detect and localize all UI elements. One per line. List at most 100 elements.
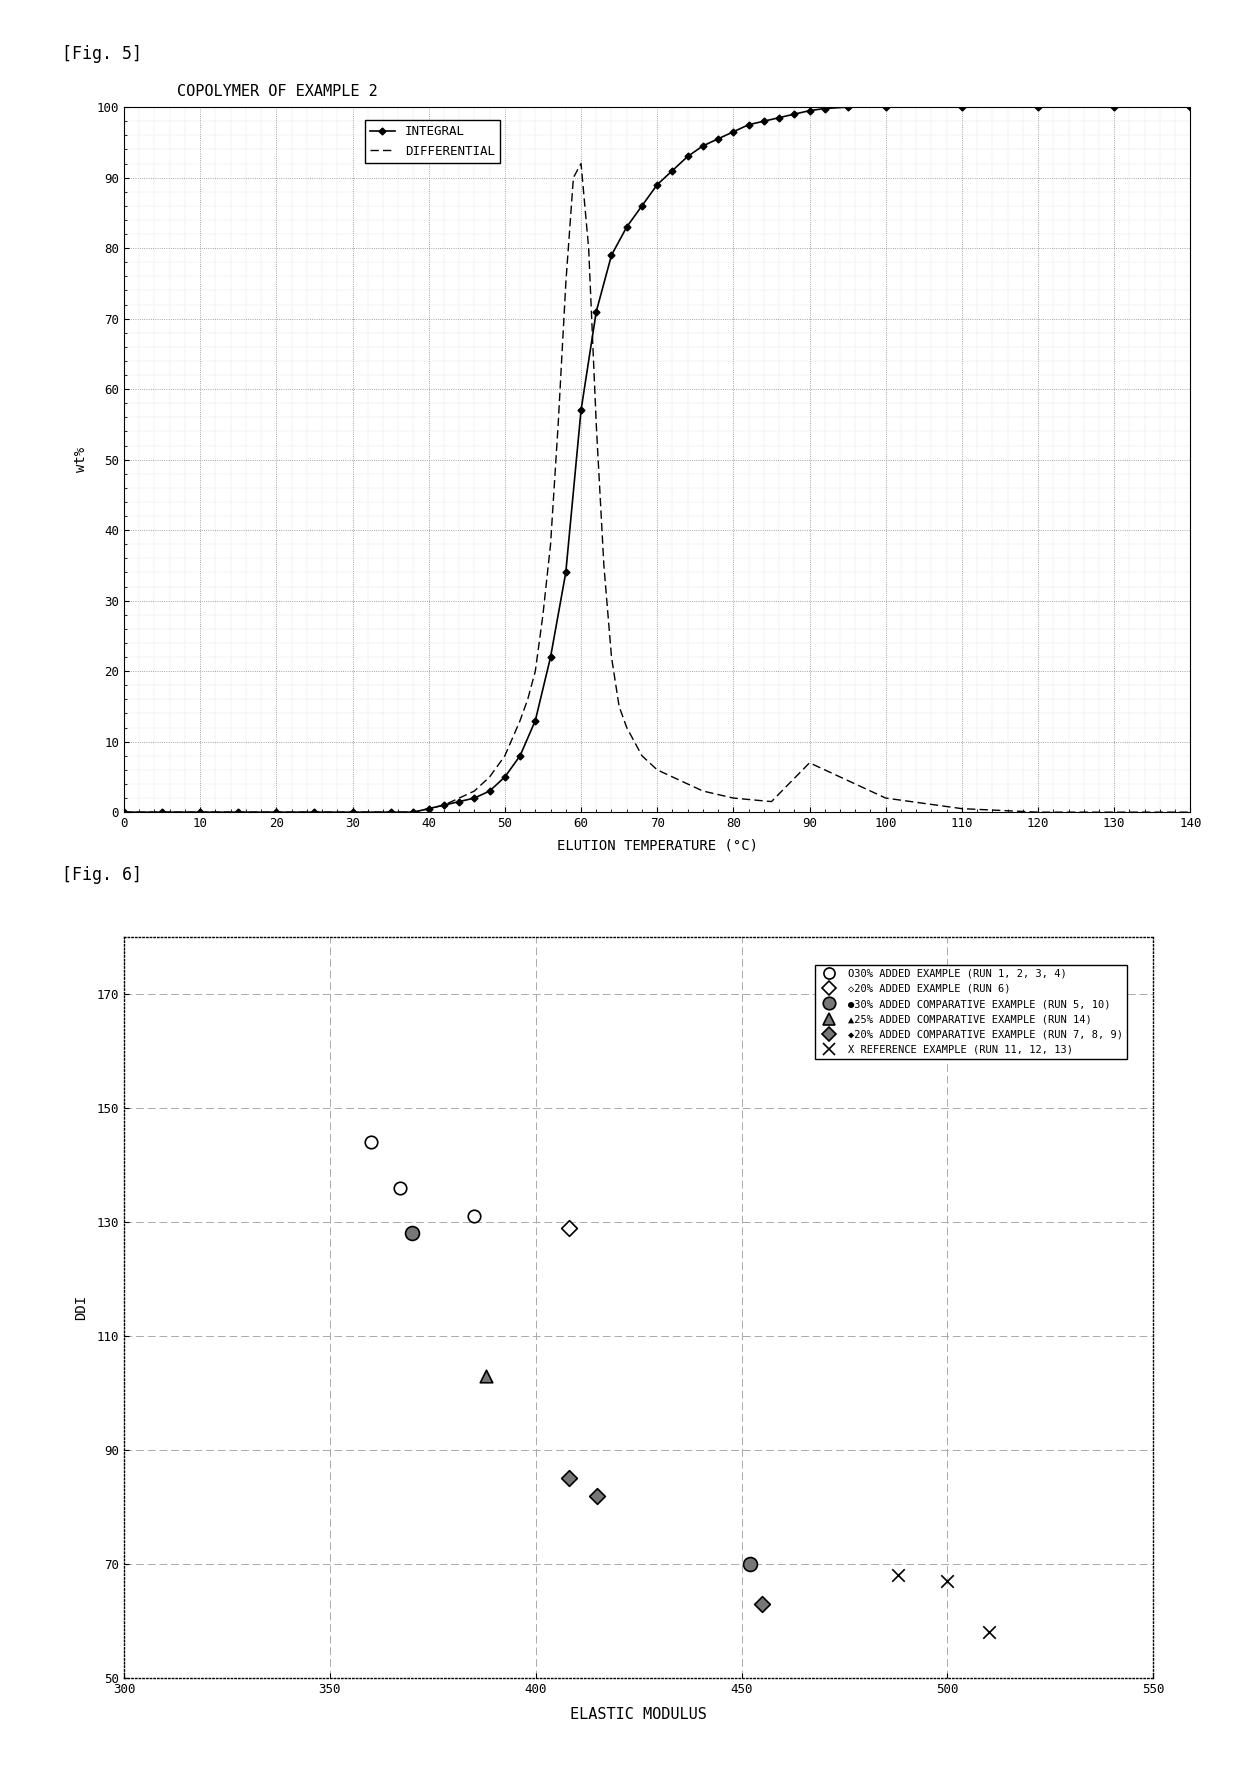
DIFFERENTIAL [878,787,893,809]
DIFFERENTIAL [543,534,558,555]
Point [937,1567,957,1596]
INTEGRAL [497,766,512,787]
INTEGRAL [1030,96,1045,118]
INTEGRAL [558,562,573,584]
INTEGRAL [878,96,893,118]
DIFFERENTIAL [802,751,817,773]
DIFFERENTIAL [528,660,543,682]
Y-axis label: DDI: DDI [74,1294,88,1321]
INTEGRAL [725,121,740,143]
Point [402,1219,422,1248]
INTEGRAL [192,801,207,823]
DIFFERENTIAL [681,773,696,794]
DIFFERENTIAL [536,603,551,625]
INTEGRAL [742,114,756,136]
Point [476,1362,496,1391]
Point [888,1562,908,1590]
X-axis label: ELUTION TEMPERATURE (°C): ELUTION TEMPERATURE (°C) [557,839,758,853]
DIFFERENTIAL [436,794,451,816]
INTEGRAL [604,245,619,266]
DIFFERENTIAL [696,780,711,801]
INTEGRAL [817,98,832,120]
Point [361,1128,381,1157]
DIFFERENTIAL [725,787,740,809]
DIFFERENTIAL [565,166,580,187]
INTEGRAL [1183,96,1198,118]
Point [753,1590,773,1617]
INTEGRAL [619,216,634,237]
DIFFERENTIAL [611,696,626,718]
INTEGRAL [802,100,817,121]
DIFFERENTIAL [574,154,589,175]
INTEGRAL [543,646,558,668]
INTEGRAL [589,302,604,323]
INTEGRAL [665,161,680,182]
INTEGRAL [269,801,284,823]
DIFFERENTIAL [1107,801,1122,823]
DIFFERENTIAL [422,798,436,819]
INTEGRAL [451,791,466,812]
Text: [Fig. 5]: [Fig. 5] [62,45,143,62]
DIFFERENTIAL [764,791,779,812]
INTEGRAL [635,195,650,216]
INTEGRAL [482,780,497,801]
DIFFERENTIAL [467,780,482,801]
Point [978,1617,998,1646]
Point [588,1482,608,1510]
DIFFERENTIAL [635,744,650,766]
Y-axis label: wt%: wt% [74,446,88,473]
INTEGRAL [650,173,665,195]
X-axis label: ELASTIC MODULUS: ELASTIC MODULUS [570,1706,707,1723]
INTEGRAL [436,794,451,816]
DIFFERENTIAL [1030,801,1045,823]
Text: COPOLYMER OF EXAMPLE 2: COPOLYMER OF EXAMPLE 2 [177,84,378,98]
DIFFERENTIAL [1183,801,1198,823]
INTEGRAL [756,111,771,132]
Text: [Fig. 6]: [Fig. 6] [62,866,143,884]
INTEGRAL [422,798,436,819]
DIFFERENTIAL [665,766,680,787]
Line: INTEGRAL: INTEGRAL [122,105,1193,814]
Legend: O30% ADDED EXAMPLE (RUN 1, 2, 3, 4), ◇20% ADDED EXAMPLE (RUN 6), ●30% ADDED COMP: O30% ADDED EXAMPLE (RUN 1, 2, 3, 4), ◇20… [815,964,1127,1059]
DIFFERENTIAL [117,801,131,823]
INTEGRAL [467,787,482,809]
INTEGRAL [841,96,856,118]
DIFFERENTIAL [551,414,565,436]
INTEGRAL [405,801,420,823]
DIFFERENTIAL [596,555,611,577]
DIFFERENTIAL [650,759,665,780]
INTEGRAL [345,801,360,823]
DIFFERENTIAL [619,718,634,739]
Point [389,1173,409,1201]
Point [559,1214,579,1242]
INTEGRAL [681,146,696,168]
INTEGRAL [117,801,131,823]
Legend: INTEGRAL, DIFFERENTIAL: INTEGRAL, DIFFERENTIAL [365,120,500,162]
INTEGRAL [155,801,170,823]
Point [740,1549,760,1578]
DIFFERENTIAL [482,766,497,787]
Point [464,1201,484,1230]
DIFFERENTIAL [589,414,604,436]
INTEGRAL [512,744,527,766]
DIFFERENTIAL [383,801,398,823]
INTEGRAL [711,129,725,150]
INTEGRAL [1107,96,1122,118]
INTEGRAL [771,107,786,129]
Point [559,1464,579,1492]
INTEGRAL [308,801,322,823]
INTEGRAL [955,96,970,118]
INTEGRAL [383,801,398,823]
INTEGRAL [787,104,802,125]
DIFFERENTIAL [405,801,420,823]
INTEGRAL [231,801,246,823]
INTEGRAL [574,400,589,421]
DIFFERENTIAL [512,710,527,732]
INTEGRAL [528,710,543,732]
DIFFERENTIAL [955,798,970,819]
DIFFERENTIAL [521,689,536,710]
DIFFERENTIAL [558,273,573,295]
INTEGRAL [696,136,711,157]
DIFFERENTIAL [345,801,360,823]
DIFFERENTIAL [582,237,596,259]
